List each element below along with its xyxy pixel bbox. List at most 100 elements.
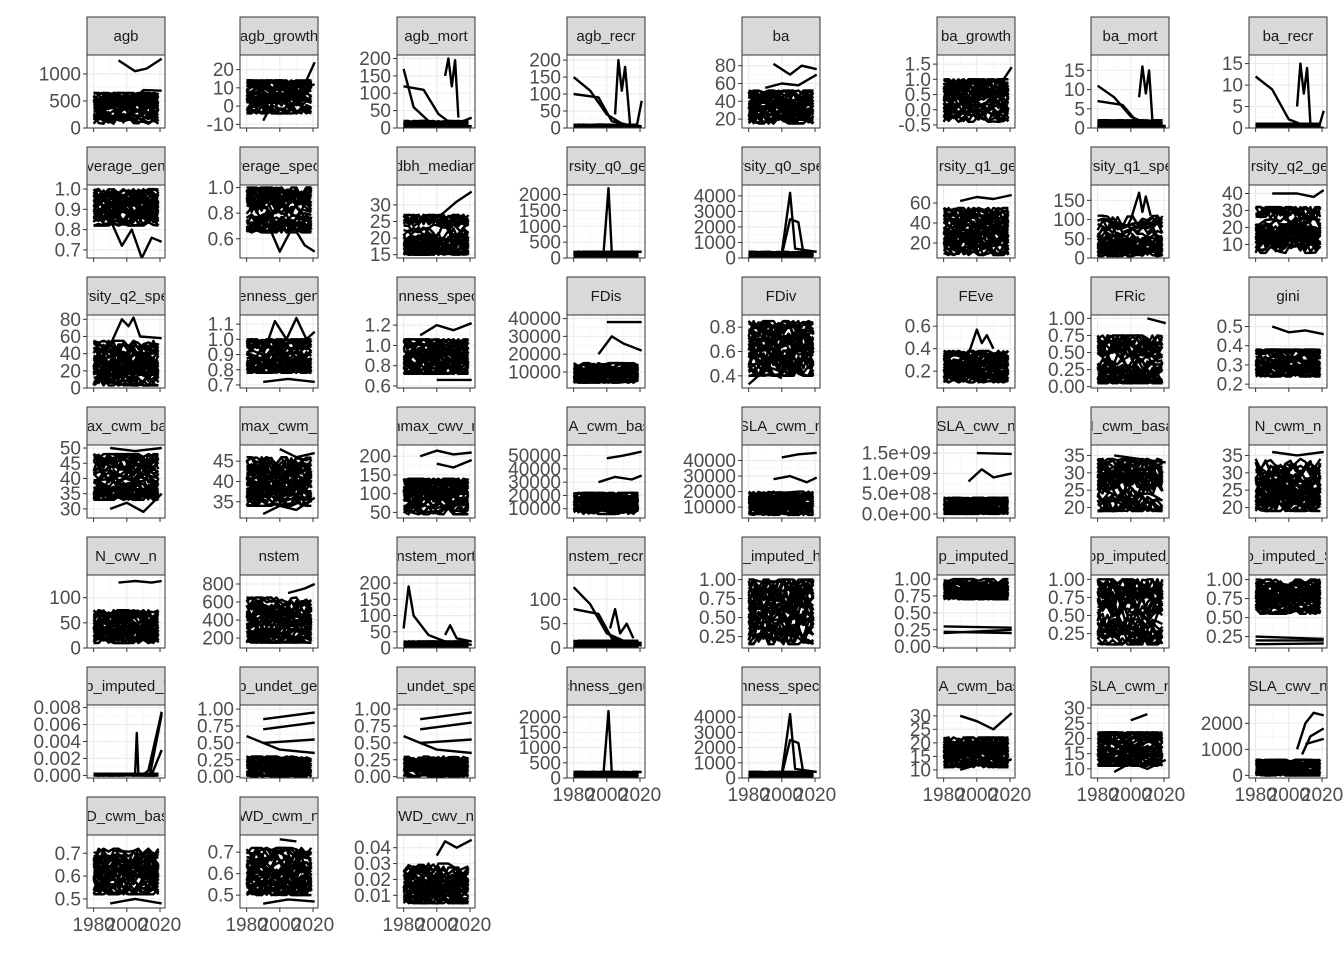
series-line [427,190,473,226]
y-tick-label: 200 [359,49,391,70]
series-line [781,451,817,459]
x-tick-label: 2000 [1110,785,1152,806]
y-tick-label: 4000 [694,186,736,207]
series-line [1096,594,1164,617]
facet-strip-label: agb_growth [240,28,318,45]
series-line [1096,617,1163,641]
panel-border [936,574,1016,649]
panel-border [566,184,646,259]
y-tick-label: 10000 [508,499,561,520]
facet-strip [566,16,646,56]
series-line [245,79,313,93]
series-line [403,640,469,644]
series-line [1272,189,1325,199]
series-line [402,338,470,352]
series-line [262,316,316,355]
x-tick-label: 2000 [259,915,301,936]
y-tick-label: 100 [1053,210,1085,231]
y-tick-label: 1500 [519,201,561,222]
series-line [1097,215,1164,228]
series-line [92,628,159,641]
y-tick-label: 200 [202,629,234,650]
series-line [419,321,473,337]
series-line [1254,468,1322,486]
y-tick-label: 0.9 [208,345,234,366]
y-tick-label: 40000 [683,451,736,472]
series-line [420,721,472,731]
facet-strip [396,146,476,186]
series-line [573,500,639,510]
panel-border [741,444,821,519]
facet-strip-label: ba_recr [1263,28,1314,45]
y-tick-label: 0 [1232,766,1243,787]
series-line [1255,762,1322,770]
y-tick-label: 1.00 [354,700,391,721]
y-tick-label: 0 [550,639,561,660]
series-line [402,585,472,646]
series-line [262,83,316,122]
panel-border [239,834,319,909]
y-tick-label: 0.00 [354,767,391,788]
y-tick-label: 1.0 [208,330,234,351]
facet-panel: prop_imputed_SLA 0.250.500.751.00 [1206,536,1328,652]
facet-strip [566,146,646,186]
series-line [1097,457,1164,468]
facet-strip [86,666,166,706]
series-line [1130,712,1148,722]
series-line [435,838,473,857]
series-line [942,361,1010,375]
series-line [246,202,312,218]
series-line [942,85,1010,103]
series-line [747,368,783,386]
series-line [1255,122,1321,127]
y-tick-label: 0.4 [710,366,737,387]
y-tick-label: 0 [70,639,81,660]
y-tick-label: 1.00 [894,570,931,591]
series-line [245,763,312,773]
y-tick-label: 150 [529,68,561,89]
series-line [245,605,313,618]
series-line [1295,62,1312,124]
facet-panel: prop_undet_species 0.000.250.500.751.00 [354,666,476,788]
series-line [573,92,642,128]
y-tick-label: 1500 [519,723,561,744]
series-line [1255,227,1322,246]
y-tick-label: 40 [1222,184,1243,205]
facet-strip [936,536,1016,576]
series-line [93,219,159,227]
series-line [1096,359,1164,378]
y-tick-label: 20 [1222,218,1243,239]
panel-border [396,574,476,649]
series-line [402,477,469,487]
facet-strip [741,146,821,186]
facet-strip-label: SLA_cwv_n [936,418,1015,435]
series-line [93,847,160,858]
y-tick-label: 0.8 [55,220,81,241]
y-tick-label: 0 [1232,119,1243,140]
series-line [402,878,469,894]
y-tick-label: 1.0 [55,180,81,201]
series-line [943,625,1012,629]
y-tick-label: 15 [370,245,391,266]
y-tick-label: 1.1 [208,315,234,336]
y-tick-label: 40 [910,214,931,235]
facet-strip-label: nstem_mort [396,548,476,565]
y-tick-label: 0.2 [905,362,931,383]
x-tick-label: 2020 [139,915,181,936]
facet-strip [1090,666,1170,706]
series-line [246,87,312,101]
series-line [1255,642,1324,646]
facet-strip [1248,16,1328,56]
series-line [245,755,312,764]
y-tick-label: 0.5 [208,886,234,907]
panel-border [86,574,166,649]
y-tick-label: 0.25 [1048,360,1085,381]
series-line [773,474,818,484]
series-line [246,349,312,363]
